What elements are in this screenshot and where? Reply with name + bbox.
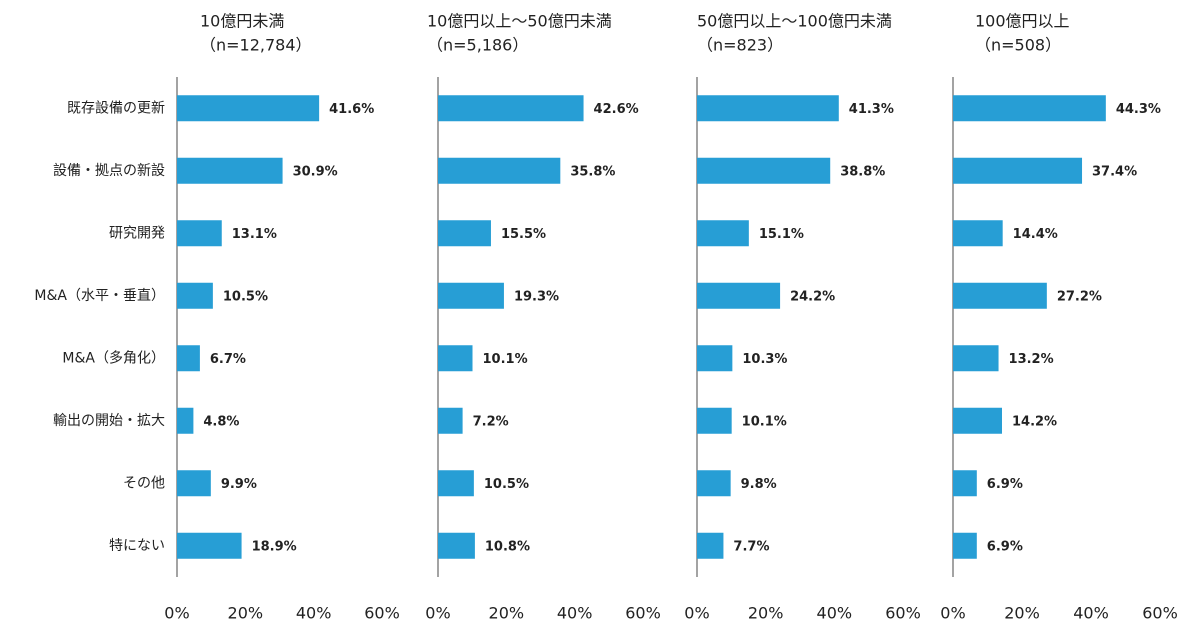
- value-label: 42.6%: [594, 102, 639, 117]
- bar: [697, 282, 781, 309]
- value-label: 15.5%: [501, 227, 546, 242]
- bar: [438, 407, 463, 434]
- bar: [953, 220, 1003, 247]
- panel-subtitle: （n=508）: [975, 36, 1061, 55]
- panel-title: 10億円未満: [200, 12, 284, 31]
- bar: [953, 345, 999, 372]
- value-label: 18.9%: [252, 539, 297, 554]
- category-label: 輸出の開始・拡大: [53, 413, 165, 429]
- category-label: 既存設備の更新: [67, 100, 165, 116]
- bar: [177, 220, 222, 247]
- value-label: 9.9%: [221, 477, 257, 492]
- x-tick-label: 20%: [489, 604, 525, 623]
- value-label: 44.3%: [1116, 102, 1161, 117]
- bar: [438, 220, 491, 247]
- value-label: 7.2%: [473, 414, 509, 429]
- bar: [177, 532, 242, 559]
- x-tick-label: 60%: [885, 604, 921, 623]
- panel-title: 100億円以上: [975, 12, 1070, 31]
- value-label: 7.7%: [733, 539, 769, 554]
- value-label: 27.2%: [1057, 289, 1102, 304]
- category-label: M&A（水平・垂直）: [34, 287, 165, 304]
- x-tick-label: 0%: [940, 604, 965, 623]
- bar: [177, 470, 211, 497]
- value-label: 10.8%: [485, 539, 530, 554]
- bar: [697, 345, 733, 372]
- x-tick-label: 20%: [228, 604, 264, 623]
- x-tick-label: 40%: [557, 604, 593, 623]
- bar: [438, 282, 504, 309]
- value-label: 37.4%: [1092, 164, 1137, 179]
- value-label: 10.1%: [742, 414, 787, 429]
- bar: [438, 95, 584, 122]
- panel-title: 50億円以上～100億円未満: [697, 12, 892, 31]
- value-label: 19.3%: [514, 289, 559, 304]
- panel-subtitle: （n=5,186）: [427, 36, 528, 55]
- x-tick-label: 0%: [164, 604, 189, 623]
- bar: [953, 95, 1106, 122]
- bar: [697, 407, 732, 434]
- value-label: 13.2%: [1009, 352, 1054, 367]
- value-label: 24.2%: [790, 289, 835, 304]
- bar: [177, 407, 194, 434]
- category-label: 研究開発: [109, 225, 165, 241]
- panel-subtitle: （n=823）: [697, 36, 783, 55]
- bar: [953, 532, 977, 559]
- value-label: 15.1%: [759, 227, 804, 242]
- category-label: M&A（多角化）: [62, 349, 165, 366]
- x-tick-label: 60%: [364, 604, 400, 623]
- value-label: 13.1%: [232, 227, 277, 242]
- bar: [697, 95, 839, 122]
- x-tick-label: 40%: [296, 604, 332, 623]
- value-label: 6.9%: [987, 539, 1023, 554]
- value-label: 10.1%: [483, 352, 528, 367]
- x-tick-label: 60%: [625, 604, 661, 623]
- category-label: その他: [123, 475, 165, 491]
- value-label: 9.8%: [741, 477, 777, 492]
- bar: [953, 470, 977, 497]
- value-label: 10.5%: [484, 477, 529, 492]
- panel-subtitle: （n=12,784）: [200, 36, 312, 55]
- bar: [438, 157, 561, 184]
- category-label: 特にない: [109, 538, 165, 554]
- bar: [177, 95, 320, 122]
- bar: [177, 157, 283, 184]
- panel-title: 10億円以上～50億円未満: [427, 12, 612, 31]
- value-label: 14.4%: [1013, 227, 1058, 242]
- x-tick-label: 40%: [817, 604, 853, 623]
- bar: [953, 157, 1083, 184]
- value-label: 35.8%: [570, 164, 615, 179]
- bar: [697, 220, 749, 247]
- bar: [953, 407, 1002, 434]
- value-label: 38.8%: [840, 164, 885, 179]
- x-tick-label: 20%: [1004, 604, 1040, 623]
- value-label: 4.8%: [203, 414, 239, 429]
- bar: [697, 157, 831, 184]
- value-label: 6.7%: [210, 352, 246, 367]
- value-label: 41.3%: [849, 102, 894, 117]
- bar: [953, 282, 1047, 309]
- bar: [438, 470, 474, 497]
- x-tick-label: 20%: [748, 604, 784, 623]
- bar: [177, 345, 200, 372]
- x-tick-label: 60%: [1142, 604, 1178, 623]
- value-label: 10.3%: [742, 352, 787, 367]
- bar: [438, 345, 473, 372]
- bar: [438, 532, 475, 559]
- value-label: 14.2%: [1012, 414, 1057, 429]
- bar: [177, 282, 213, 309]
- value-label: 41.6%: [329, 102, 374, 117]
- category-label: 設備・拠点の新設: [53, 163, 165, 179]
- value-label: 6.9%: [987, 477, 1023, 492]
- value-label: 10.5%: [223, 289, 268, 304]
- x-tick-label: 0%: [425, 604, 450, 623]
- x-tick-label: 0%: [684, 604, 709, 623]
- bar: [697, 532, 724, 559]
- bar: [697, 470, 731, 497]
- x-tick-label: 40%: [1073, 604, 1109, 623]
- value-label: 30.9%: [293, 164, 338, 179]
